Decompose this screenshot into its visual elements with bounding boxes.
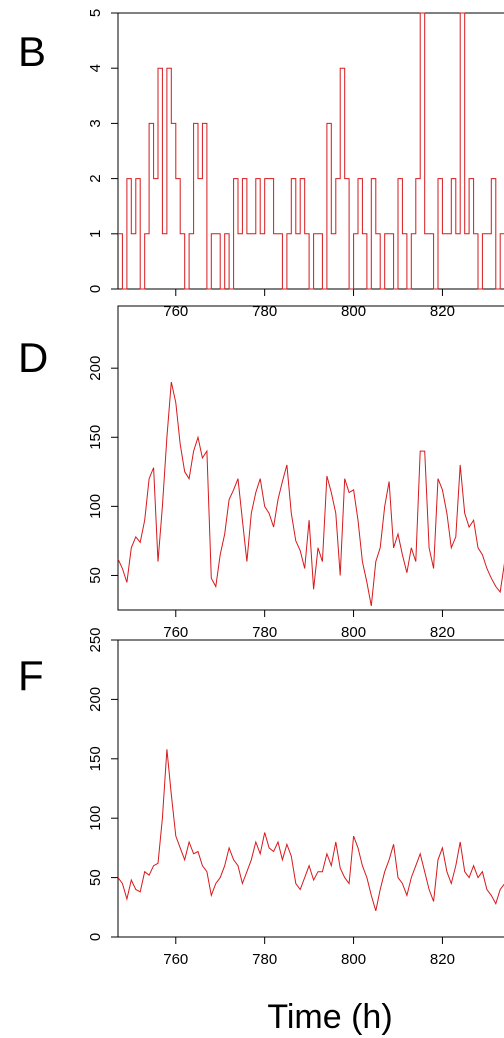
- x-tick-label: 820: [430, 624, 455, 641]
- y-tick-label: 1: [87, 230, 104, 238]
- y-tick-label: 200: [87, 356, 104, 381]
- panel-f: F 760 780 800 820 0 50 100 150 200 250: [18, 627, 504, 968]
- x-tick-label: 820: [430, 951, 455, 968]
- y-ticks-f: 0 50 100 150 200 250: [87, 627, 118, 941]
- panel-label-d: D: [18, 334, 48, 381]
- x-ticks-f: 760 780 800 820: [163, 937, 455, 968]
- y-tick-label: 0: [87, 933, 104, 941]
- x-tick-label: 780: [252, 951, 277, 968]
- y-tick-label: 100: [87, 806, 104, 831]
- y-tick-label: 5: [87, 9, 104, 17]
- plot-frame-d: [117, 305, 504, 611]
- x-tick-label: 800: [341, 951, 366, 968]
- y-tick-label: 4: [87, 64, 104, 72]
- series-line-b: [118, 12, 504, 290]
- y-tick-label: 50: [87, 567, 104, 584]
- y-tick-label: 150: [87, 746, 104, 771]
- x-ticks-b: 760 780 800 820: [163, 289, 455, 320]
- y-tick-label: 250: [87, 627, 104, 652]
- x-tick-label: 780: [252, 624, 277, 641]
- panel-label-f: F: [18, 652, 44, 699]
- y-tick-label: 50: [87, 869, 104, 886]
- y-tick-label: 3: [87, 119, 104, 127]
- y-ticks-d: 50 100 150 200: [87, 356, 118, 584]
- y-tick-label: 200: [87, 687, 104, 712]
- y-tick-label: 2: [87, 174, 104, 182]
- x-tick-label: 820: [430, 303, 455, 320]
- x-ticks-d: 760 780 800 820: [163, 610, 455, 641]
- x-tick-label: 760: [163, 951, 188, 968]
- y-tick-label: 150: [87, 425, 104, 450]
- x-tick-label: 800: [341, 303, 366, 320]
- x-tick-label: 760: [163, 624, 188, 641]
- y-ticks-b: 0 1 2 3 4 5: [87, 9, 118, 293]
- x-tick-label: 800: [341, 624, 366, 641]
- panel-label-b: B: [18, 28, 46, 75]
- panel-b: B 760 780 800 820 0 1 2 3 4 5: [18, 9, 504, 320]
- x-tick-label: 780: [252, 303, 277, 320]
- plot-frame-b: [117, 12, 504, 290]
- panel-d: D 760 780 800 820 50 100 150 200: [18, 305, 504, 641]
- plot-frame-f: [117, 639, 504, 938]
- x-tick-label: 760: [163, 303, 188, 320]
- series-line-d: [117, 381, 504, 606]
- x-axis-title: Time (h): [267, 998, 392, 1036]
- y-tick-label: 0: [87, 285, 104, 293]
- series-line-f: [117, 749, 504, 912]
- y-tick-label: 100: [87, 494, 104, 519]
